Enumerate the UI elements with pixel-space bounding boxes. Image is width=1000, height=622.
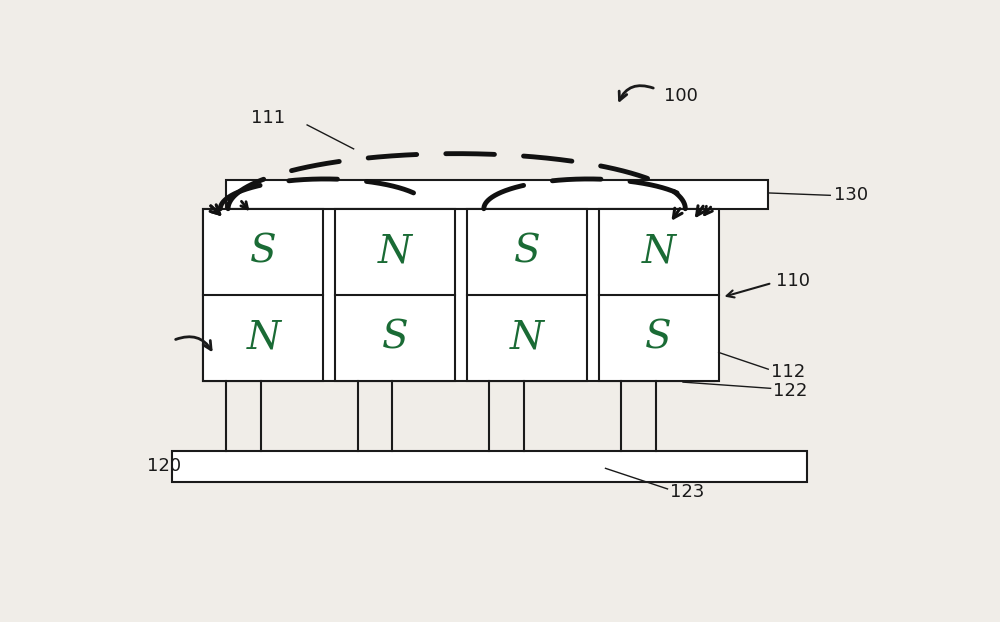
- Text: 122: 122: [773, 382, 807, 400]
- Text: N: N: [378, 234, 412, 271]
- Text: S: S: [382, 319, 408, 356]
- Text: S: S: [250, 234, 277, 271]
- Bar: [467, 209, 587, 381]
- Bar: [599, 209, 719, 381]
- Text: N: N: [642, 234, 676, 271]
- Text: S: S: [514, 234, 540, 271]
- Text: 111: 111: [251, 109, 285, 127]
- Bar: [335, 209, 455, 381]
- Text: N: N: [246, 319, 280, 356]
- Text: 130: 130: [834, 187, 868, 205]
- Text: 100: 100: [664, 87, 698, 105]
- Text: 110: 110: [776, 272, 810, 290]
- Text: N: N: [510, 319, 544, 356]
- Text: 112: 112: [771, 363, 805, 381]
- Bar: [226, 180, 768, 209]
- Text: 123: 123: [670, 483, 704, 501]
- Text: S: S: [645, 319, 672, 356]
- Bar: [203, 209, 323, 381]
- Bar: [202, 209, 714, 381]
- Bar: [172, 450, 807, 481]
- Text: 120: 120: [147, 457, 181, 475]
